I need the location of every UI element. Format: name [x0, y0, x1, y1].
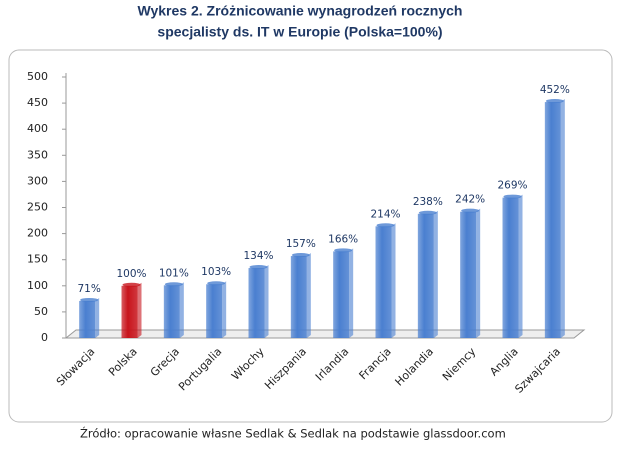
bar-side	[391, 223, 396, 338]
bar	[206, 284, 223, 338]
value-label: 134%	[243, 250, 273, 262]
bar-top	[164, 282, 183, 287]
bar-top	[122, 282, 141, 287]
bar	[333, 251, 350, 338]
bar-top	[291, 253, 310, 258]
bar-top	[249, 265, 268, 270]
value-label: 269%	[497, 180, 527, 192]
bar	[502, 197, 519, 338]
bar-side	[137, 282, 142, 338]
y-tick-label: 0	[41, 331, 48, 344]
value-label: 452%	[540, 84, 570, 96]
bar-top	[461, 208, 480, 213]
source: Źródło: opracowanie własne Sedlak & Sedl…	[80, 426, 506, 441]
y-tick-label: 400	[27, 122, 48, 135]
bar	[417, 213, 434, 338]
chart-title: specjalisty ds. IT w Europie (Polska=100…	[157, 24, 442, 40]
bar-side	[306, 253, 311, 338]
y-tick-label: 450	[27, 96, 48, 109]
chart-title: Wykres 2. Zróżnicowanie wynagrodzeń rocz…	[138, 3, 463, 19]
bar	[375, 226, 392, 338]
y-tick-label: 300	[27, 174, 48, 187]
y-tick-label: 200	[27, 227, 48, 240]
value-label: 238%	[413, 196, 443, 208]
y-tick-label: 250	[27, 201, 48, 214]
y-tick-label: 500	[27, 70, 48, 83]
value-label: 157%	[286, 238, 316, 250]
bar	[79, 300, 96, 338]
bar-top	[418, 210, 437, 215]
bar	[460, 211, 477, 338]
bar-side	[518, 194, 523, 338]
bar	[290, 256, 307, 338]
bar-side	[560, 99, 565, 338]
bar-top	[503, 194, 522, 199]
bar	[544, 102, 561, 338]
bar-top	[376, 223, 395, 228]
value-label: 242%	[455, 194, 485, 206]
bar-top	[207, 281, 226, 286]
bar-side	[476, 208, 481, 338]
y-tick-label: 350	[27, 148, 48, 161]
bar-side	[95, 297, 100, 338]
value-label: 71%	[77, 283, 100, 295]
bar-side	[222, 281, 227, 338]
bar-side	[264, 265, 269, 338]
bar-side	[179, 282, 184, 338]
y-tick-label: 50	[34, 305, 48, 318]
value-label: 166%	[328, 233, 358, 245]
bar-side	[433, 210, 438, 338]
value-label: 103%	[201, 266, 231, 278]
floor	[64, 329, 586, 339]
bar-top	[80, 297, 99, 302]
value-label: 100%	[116, 268, 146, 280]
bar-top	[334, 248, 353, 253]
y-tick-label: 100	[27, 279, 48, 292]
bar	[121, 285, 138, 338]
bar	[163, 285, 180, 338]
value-label: 214%	[370, 208, 400, 220]
bar	[248, 268, 265, 338]
bar-top	[545, 99, 564, 104]
bar-side	[349, 248, 354, 338]
y-tick-label: 150	[27, 253, 48, 266]
value-label: 101%	[159, 267, 189, 279]
